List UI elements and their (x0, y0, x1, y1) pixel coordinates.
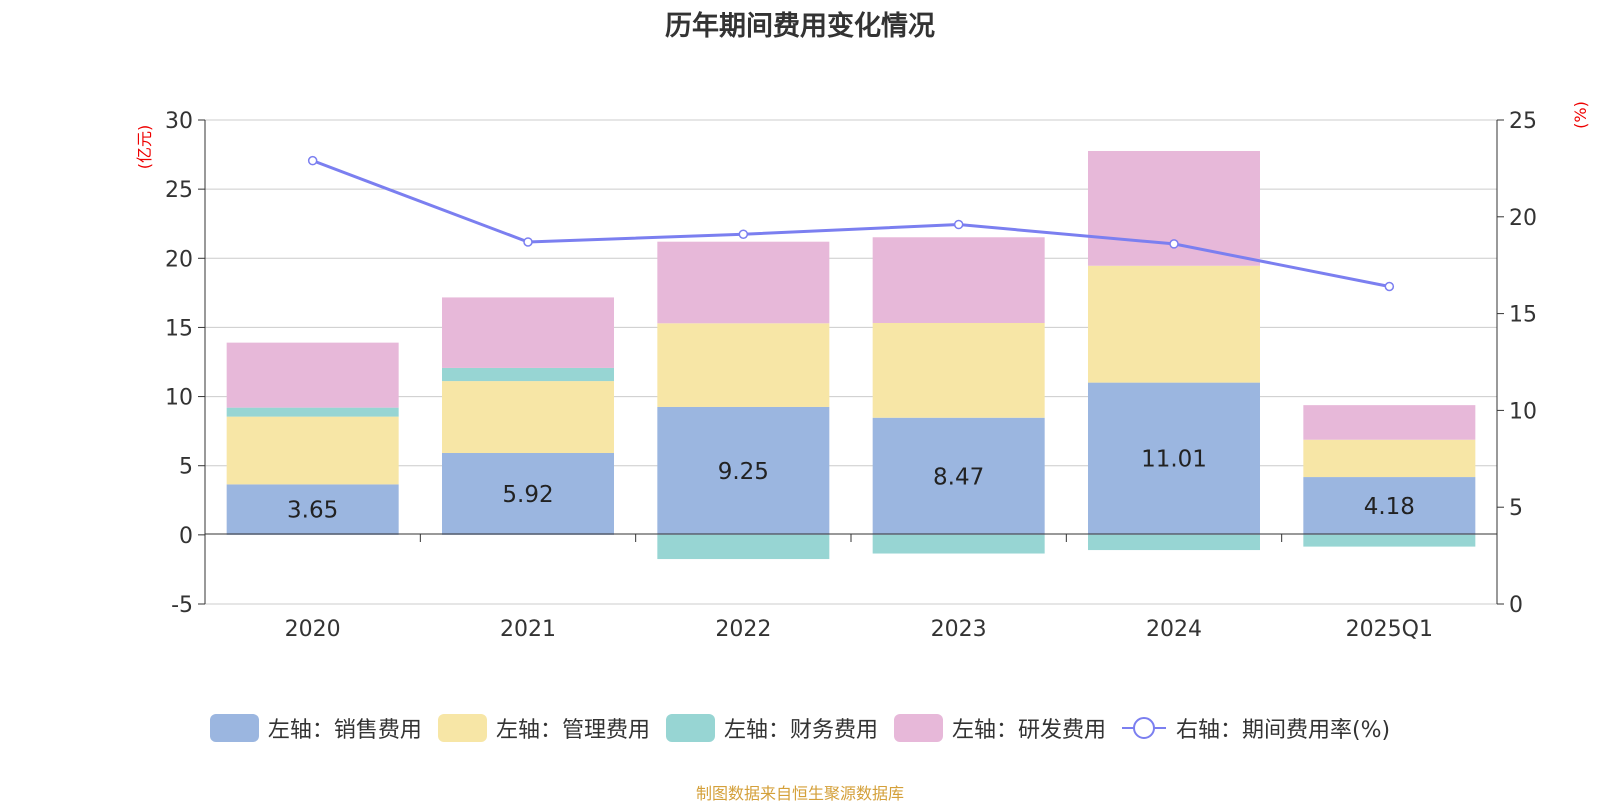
right-axis-tick-label: 25 (1509, 109, 1537, 134)
bar-segment (1303, 477, 1476, 535)
x-axis-tick-label: 2022 (715, 617, 771, 642)
left-axis-tick-label: 0 (179, 524, 193, 549)
bar-segment (657, 534, 830, 560)
chart-title: 历年期间费用变化情况 (665, 11, 935, 42)
bar-segment (226, 416, 399, 485)
legend-item-rd[interactable]: 左轴：研发费用 (893, 712, 1106, 744)
bar-segment (1088, 382, 1260, 535)
data-labels: 3.65 5.92 9.25 8.47 11.01 4.18 (287, 447, 1415, 524)
left-axis-tick-label: 20 (165, 247, 193, 272)
legend-swatch-rd (893, 714, 943, 742)
data-label: 11.01 (1141, 447, 1207, 473)
expense-rate-point (738, 229, 749, 239)
bar-segment (872, 534, 1045, 554)
bar-segment (226, 342, 399, 408)
left-axis-tick-label: 5 (179, 455, 193, 480)
legend-swatch-finance (665, 714, 715, 742)
right-axis-unit: (%) (1571, 101, 1590, 129)
legend-swatch-admin (437, 714, 487, 742)
legend-line-marker-icon (1121, 717, 1166, 739)
left-axis-tick-label: 10 (165, 386, 193, 411)
x-axis-tick-label: 2020 (285, 617, 341, 642)
bar-segment (442, 381, 614, 453)
gridlines (205, 119, 1497, 605)
data-label: 9.25 (718, 459, 769, 485)
bar-segment (657, 241, 830, 324)
bar-segment (226, 484, 399, 535)
bar-segment (872, 417, 1045, 535)
legend-item-sales[interactable]: 左轴：销售费用 (209, 712, 422, 744)
data-label: 3.65 (287, 498, 338, 524)
legend-label-expense-rate: 右轴：期间费用率(%) (1175, 718, 1391, 743)
bar-segment (872, 237, 1045, 324)
right-axis-tick-label: 0 (1509, 593, 1523, 618)
x-axis-tick-label: 2021 (500, 617, 556, 642)
bar-segment (442, 367, 614, 382)
legend-swatch-sales (209, 714, 259, 742)
legend-label-admin: 左轴：管理费用 (495, 718, 650, 743)
bar-segment (1303, 439, 1476, 478)
data-label: 4.18 (1364, 494, 1415, 520)
x-axis-tick-label: 2025Q1 (1346, 617, 1433, 642)
left-axis-tick-label: 25 (165, 178, 193, 203)
expense-rate-point (1169, 239, 1179, 249)
left-axis-tick-label: 30 (165, 109, 193, 134)
left-axis-tick-label: -5 (171, 593, 193, 618)
legend-label-sales: 左轴：销售费用 (267, 718, 422, 743)
legend-item-finance[interactable]: 左轴：财务费用 (665, 712, 878, 744)
bar-segment (1303, 405, 1476, 440)
bar-segment (1088, 265, 1260, 383)
x-axis-tick-label: 2023 (931, 617, 987, 642)
axes: 30 25 20 15 10 5 0 -5 25 20 15 10 5 0 (亿元) (%) 2020 2021 2… (135, 101, 1590, 642)
source-note: 制图数据来自恒生聚源数据库 (695, 784, 904, 803)
expense-rate-line (312, 159, 1390, 288)
legend-label-finance: 左轴：财务费用 (723, 718, 878, 743)
bar-segment (657, 406, 830, 535)
line-series (307, 155, 1395, 292)
bar-segment (1303, 534, 1476, 547)
data-label: 8.47 (933, 464, 984, 490)
expense-rate-point (523, 237, 533, 247)
legend-label-rd: 左轴：研发费用 (951, 718, 1106, 743)
bar-series (226, 150, 1476, 560)
legend-item-expense-rate[interactable]: 右轴：期间费用率(%) (1121, 712, 1391, 744)
legend: 左轴：销售费用 左轴：管理费用 左轴：财务费用 左轴：研发费用 右轴：期间费用率… (0, 712, 1600, 744)
left-axis-unit: (亿元) (135, 125, 154, 170)
right-axis-tick-label: 5 (1509, 496, 1523, 521)
right-axis-tick-label: 20 (1509, 206, 1537, 231)
bar-segment (442, 297, 614, 368)
expense-rate-point (953, 219, 964, 230)
bar-segment (442, 452, 614, 535)
expense-rate-point (1384, 281, 1395, 292)
bar-segment (1088, 534, 1260, 551)
data-label: 5.92 (502, 482, 553, 508)
right-axis-tick-label: 10 (1509, 399, 1537, 424)
bar-segment (657, 323, 830, 407)
bar-segment (226, 407, 399, 417)
x-axis-tick-label: 2024 (1146, 617, 1202, 642)
left-axis-tick-label: 15 (165, 316, 193, 341)
right-axis-tick-label: 15 (1509, 303, 1537, 328)
bar-segment (872, 323, 1045, 418)
legend-item-admin[interactable]: 左轴：管理费用 (437, 712, 650, 744)
expense-rate-point (307, 155, 318, 166)
